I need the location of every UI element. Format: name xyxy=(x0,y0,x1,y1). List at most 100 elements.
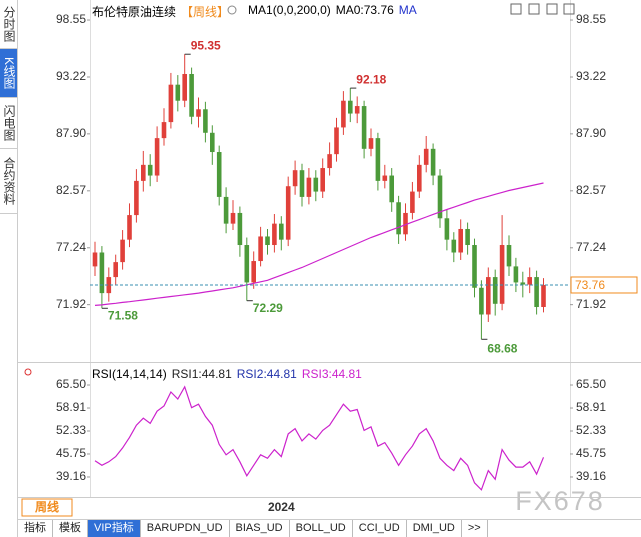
rsi-header: RSI(14,14,14) RSI1:44.81 RSI2:44.81 RSI3:4… xyxy=(92,367,362,381)
toolbar-tab[interactable]: VIP指标 xyxy=(88,520,141,537)
candle-body xyxy=(423,148,429,165)
y-tick-label-right: 52.33 xyxy=(576,423,606,437)
y-tick-label-right: 82.57 xyxy=(576,183,606,197)
extreme-label: 68.68 xyxy=(487,341,517,355)
candle-body xyxy=(458,228,463,253)
candle-body xyxy=(334,127,339,155)
candle-body xyxy=(499,245,505,304)
y-tick-label: 87.90 xyxy=(56,126,86,140)
y-tick-label: 98.55 xyxy=(56,12,86,26)
candle-body xyxy=(120,239,125,263)
y-tick-label-right: 65.50 xyxy=(576,377,606,391)
toolbar-tab[interactable]: BOLL_UD xyxy=(290,520,353,537)
candle-body xyxy=(258,236,263,262)
y-tick-label: 58.91 xyxy=(56,400,86,414)
candle-body xyxy=(375,138,381,181)
candle-body xyxy=(285,186,291,240)
candle-body xyxy=(417,164,422,192)
y-tick-label-right: 77.24 xyxy=(576,240,606,254)
indicator-value: MA0:73.76 xyxy=(335,3,394,17)
candle-body xyxy=(306,177,312,197)
y-tick-label-right: 93.22 xyxy=(576,69,606,83)
candle-body xyxy=(361,106,367,149)
candle-body xyxy=(216,152,222,197)
x-tick-label: 2024 xyxy=(268,500,295,514)
y-tick-label: 77.24 xyxy=(56,240,86,254)
candle-body xyxy=(348,100,353,114)
candle-body xyxy=(513,266,519,283)
icon[interactable] xyxy=(546,3,558,15)
icon[interactable] xyxy=(510,3,522,15)
toolbar-tab[interactable]: BIAS_UD xyxy=(230,520,290,537)
candle-body xyxy=(154,138,160,176)
candle-body xyxy=(175,84,181,101)
candle-body xyxy=(189,73,194,117)
toolbar-tab[interactable]: BARUPDN_UD xyxy=(141,520,230,537)
candle-body xyxy=(354,106,360,114)
candle-body xyxy=(92,252,98,267)
candle-body xyxy=(168,84,174,123)
side-tab[interactable]: 闪电图 xyxy=(0,98,17,149)
candle-body xyxy=(430,148,436,176)
instrument: 布伦特原油连续 xyxy=(92,5,177,19)
period: 【周线】 xyxy=(181,5,230,19)
candle-body xyxy=(437,175,443,219)
y-tick-label: 39.16 xyxy=(56,469,86,483)
rsi-icon[interactable] xyxy=(24,368,32,376)
candle-body xyxy=(99,252,105,294)
candle-body xyxy=(141,164,146,181)
candle-body xyxy=(292,170,298,187)
y-tick-label: 65.50 xyxy=(56,377,86,391)
candle-body xyxy=(368,138,374,149)
candle-body xyxy=(134,180,139,216)
candle-body xyxy=(465,228,470,246)
rsi-legend: RSI2:44.81 xyxy=(236,367,297,381)
toolbar-tab[interactable]: DMI_UD xyxy=(407,520,462,537)
y-tick-label: 82.57 xyxy=(56,183,86,197)
icon[interactable] xyxy=(563,3,575,15)
candle-body xyxy=(492,277,498,304)
toolbar-icons xyxy=(510,3,575,15)
side-tab[interactable]: K线图 xyxy=(0,49,17,98)
extreme-label: 95.35 xyxy=(191,38,221,52)
y-tick-label-right: 71.92 xyxy=(576,297,606,311)
last-price-box xyxy=(570,276,638,294)
candle-body xyxy=(210,132,215,153)
candle-body xyxy=(410,191,415,213)
extreme-label: 92.18 xyxy=(356,72,386,86)
toolbar-tab[interactable]: >> xyxy=(462,520,488,537)
toolbar-tab[interactable]: CCI_UD xyxy=(353,520,407,537)
candle-body xyxy=(327,154,332,169)
candle-body xyxy=(272,223,277,246)
rsi-legend: RSI1:44.81 xyxy=(171,367,232,381)
candle-body xyxy=(161,122,167,139)
candle-body xyxy=(279,223,284,240)
side-tab[interactable]: 合约资料 xyxy=(0,149,17,214)
candle-body xyxy=(382,175,388,181)
side-tab[interactable]: 分时图 xyxy=(0,0,17,49)
ma-line xyxy=(94,182,544,306)
toolbar-tab[interactable]: 指标 xyxy=(18,520,53,537)
candle-body xyxy=(444,218,450,240)
period-label[interactable]: 周线 xyxy=(35,499,59,514)
settings-icon[interactable] xyxy=(227,5,237,15)
period-button[interactable] xyxy=(21,498,73,517)
candle-body xyxy=(127,215,132,240)
extreme-label: 71.58 xyxy=(108,308,138,322)
candle-body xyxy=(113,262,118,278)
indicator-label: MA1(0,0,200,0) xyxy=(248,3,331,17)
icon[interactable] xyxy=(528,3,540,15)
candle-body xyxy=(230,212,236,224)
candle-body xyxy=(472,245,477,288)
candle-body xyxy=(147,164,153,176)
y-tick-label-right: 39.16 xyxy=(576,469,606,483)
indicator-name: MA xyxy=(398,3,417,17)
candle-body xyxy=(223,196,229,224)
candle-body xyxy=(182,73,187,101)
candle-body xyxy=(265,236,270,246)
toolbar-tab[interactable]: 模板 xyxy=(53,520,88,537)
price-header: 布伦特原油连续 【周线】 MA1(0,0,200,0) MA0:73.76 MA xyxy=(92,3,417,20)
toolbar: 指标 模板 VIP指标 BARUPDN_UD BIAS_UD BOLL_UD CCI_UD D… xyxy=(18,520,488,537)
